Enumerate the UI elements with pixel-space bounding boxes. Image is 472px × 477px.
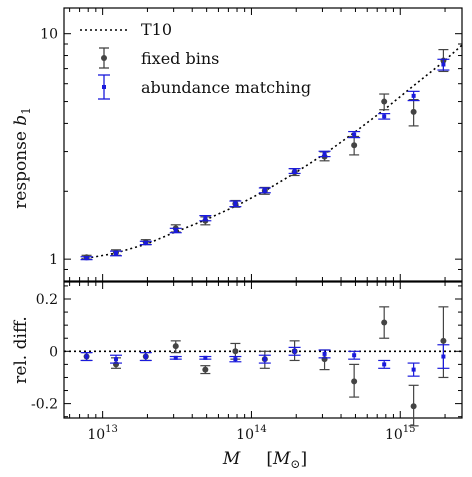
- x-tick-label-exponent: 13: [105, 424, 118, 435]
- top-y-axis-label-text: response: [11, 126, 31, 209]
- legend-abundance-matching-swatch: [98, 74, 110, 100]
- bottom-abundance-matching-point: [114, 357, 119, 362]
- top-abundance-matching-point: [233, 201, 238, 206]
- bottom-abundance-matching-point: [143, 354, 148, 359]
- bottom-abundance-matching-point: [352, 353, 357, 358]
- x-axis-label-unit: M: [272, 449, 291, 469]
- legend: T10 fixed bins abundance matching: [80, 20, 311, 100]
- bottom-abundance-matching-point: [84, 354, 89, 359]
- bottom-fixed-bins-point: [202, 366, 209, 373]
- x-tick-label-base: 10: [87, 427, 105, 443]
- x-axis-label-close: ]: [300, 449, 307, 469]
- top-panel: 1 10: [40, 7, 463, 282]
- bottom-abundance-matching-point: [173, 355, 178, 360]
- bottom-y-tick-label: 0: [49, 344, 58, 360]
- bottom-abundance-matching-point: [262, 357, 267, 362]
- bottom-abundance-matching-point: [203, 355, 208, 360]
- x-tick-label-base: 10: [236, 427, 254, 443]
- top-abundance-matching-point: [203, 216, 208, 221]
- top-y-axis-label: response b1: [11, 107, 33, 209]
- bottom-abundance-matching-point: [292, 349, 297, 354]
- x-tick-label-exponent: 15: [403, 424, 416, 435]
- top-abundance-matching-point: [292, 169, 297, 174]
- bottom-fixed-bins-point: [381, 319, 388, 326]
- top-abundance-matching-point: [352, 132, 357, 137]
- top-t10-line: [81, 44, 463, 260]
- top-abundance-matching-point: [143, 240, 148, 245]
- top-abundance-matching-point: [262, 188, 267, 193]
- legend-fixed-bins-label: fixed bins: [141, 49, 219, 68]
- x-tick-label: 1013: [87, 424, 118, 443]
- legend-t10-label: T10: [141, 20, 172, 39]
- bottom-plot-frame: [63, 281, 463, 419]
- bottom-abundance-matching-point: [441, 354, 446, 359]
- bottom-abundance-matching-point: [322, 351, 327, 356]
- top-y-tick-label: 1: [49, 252, 58, 268]
- top-abundance-matching-point: [441, 62, 446, 67]
- x-axis-label-unit-sub: ⊙: [290, 457, 300, 471]
- top-abundance-matching-point: [173, 228, 178, 233]
- bottom-abundance-matching-point: [411, 367, 416, 372]
- x-tick-label: 1015: [385, 424, 416, 443]
- top-fixed-bins-point: [381, 98, 388, 105]
- top-abundance-matching-point: [114, 251, 119, 256]
- x-tick-label-exponent: 14: [254, 424, 267, 435]
- bottom-y-tick-label: 0.2: [36, 292, 58, 308]
- top-abundance-matching-point: [84, 256, 89, 261]
- x-axis-label: M [M⊙]: [222, 449, 307, 471]
- legend-abundance-matching-label: abundance matching: [141, 78, 311, 97]
- x-tick-label: 1014: [236, 424, 267, 443]
- x-axis-label-open: [: [266, 449, 273, 469]
- top-y-axis-label-symbol: b: [11, 115, 31, 126]
- top-y-axis-label-sub: 1: [19, 107, 33, 115]
- x-axis-label-symbol: M: [222, 449, 241, 469]
- bottom-fixed-bins-point: [351, 378, 358, 385]
- bottom-abundance-matching-point: [233, 357, 238, 362]
- top-abundance-matching-point: [322, 151, 327, 156]
- top-fixed-bins-point: [351, 142, 358, 149]
- bottom-y-axis-label: rel. diff.: [11, 316, 31, 384]
- bottom-fixed-bins-point: [172, 343, 179, 350]
- top-abundance-matching-point: [382, 114, 387, 119]
- top-plot-frame: [63, 7, 463, 282]
- top-abundance-matching-point: [411, 93, 416, 98]
- x-tick-label-base: 10: [385, 427, 403, 443]
- top-y-tick-label: 10: [40, 27, 58, 43]
- bottom-fixed-bins-point: [410, 403, 417, 410]
- legend-fixed-bins-swatch: [99, 47, 109, 69]
- bottom-fixed-bins-point: [440, 337, 447, 344]
- top-fixed-bins-point: [410, 108, 417, 115]
- bottom-fixed-bins-point: [232, 348, 239, 355]
- bottom-y-tick-label: -0.2: [31, 397, 58, 413]
- bottom-abundance-matching-point: [382, 362, 387, 367]
